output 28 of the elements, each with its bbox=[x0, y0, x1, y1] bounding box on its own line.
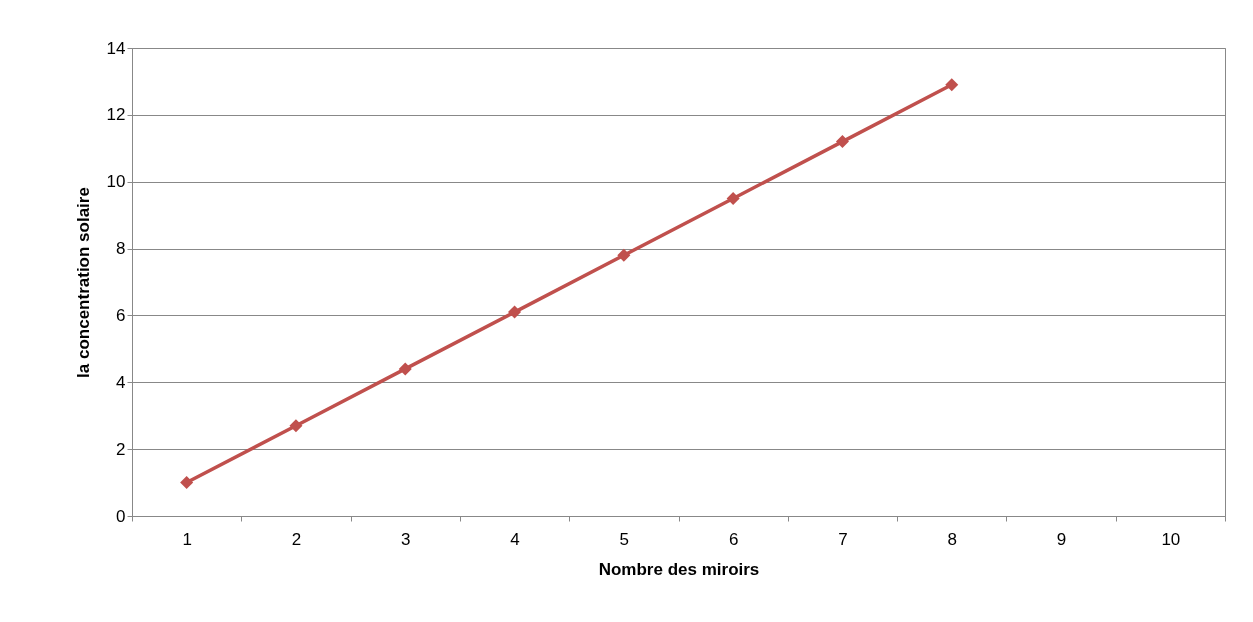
point bbox=[180, 476, 194, 490]
point bbox=[508, 305, 522, 319]
x-tick-label: 9 bbox=[1056, 529, 1067, 549]
x-tick-label: 1 bbox=[182, 529, 192, 549]
y-tick-label: 2 bbox=[116, 439, 126, 459]
y-tick-label: 4 bbox=[116, 372, 126, 392]
x-tick-label: 7 bbox=[838, 529, 848, 549]
point bbox=[289, 419, 303, 433]
x-tick-label: 6 bbox=[728, 529, 739, 549]
x-axis-title: Nombre des miroirs bbox=[598, 559, 760, 579]
x-tick-label: 2 bbox=[291, 529, 302, 549]
y-tick-label: 12 bbox=[106, 105, 126, 125]
point bbox=[398, 362, 412, 376]
y-tick-label: 8 bbox=[116, 239, 126, 259]
y-tick-label: 10 bbox=[106, 172, 126, 192]
point bbox=[945, 78, 959, 92]
point bbox=[617, 248, 631, 262]
x-tick-label: 4 bbox=[510, 529, 520, 549]
y-tick-label: 0 bbox=[116, 506, 126, 526]
point bbox=[835, 135, 849, 149]
x-tick-label: 8 bbox=[947, 529, 957, 549]
point bbox=[726, 191, 740, 205]
x-tick-label: 5 bbox=[619, 529, 630, 549]
y-tick-label: 14 bbox=[106, 38, 126, 58]
x-tick-label: 10 bbox=[1161, 529, 1181, 549]
y-tick-label: 6 bbox=[116, 305, 126, 325]
y-axis-title: la concentration solaire bbox=[73, 187, 93, 378]
x-tick-label: 3 bbox=[401, 529, 411, 549]
